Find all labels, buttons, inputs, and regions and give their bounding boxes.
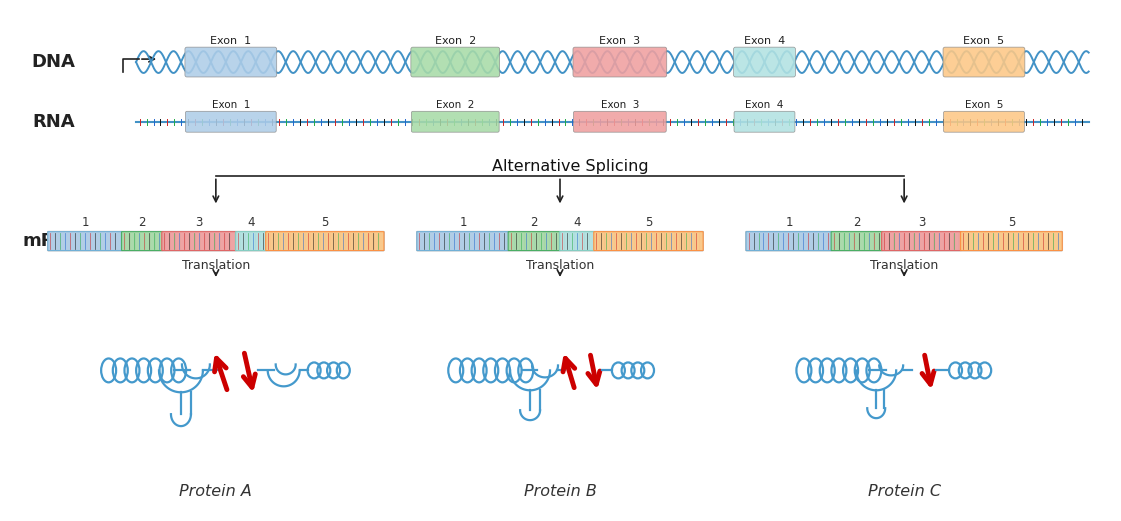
FancyBboxPatch shape: [416, 231, 704, 251]
FancyBboxPatch shape: [185, 111, 276, 132]
Text: Exon  4: Exon 4: [745, 100, 784, 110]
Text: 3: 3: [195, 216, 203, 229]
Text: 4: 4: [573, 216, 581, 229]
FancyBboxPatch shape: [573, 47, 667, 77]
FancyBboxPatch shape: [961, 232, 1063, 251]
Text: Exon  3: Exon 3: [601, 100, 639, 110]
Text: Protein C: Protein C: [868, 484, 941, 499]
FancyBboxPatch shape: [185, 47, 277, 77]
Text: Translation: Translation: [870, 259, 938, 272]
Text: Exon  4: Exon 4: [744, 36, 785, 46]
Text: 1: 1: [460, 216, 466, 229]
FancyBboxPatch shape: [508, 232, 560, 251]
Text: Translation: Translation: [526, 259, 594, 272]
Text: Exon  2: Exon 2: [435, 36, 476, 46]
FancyBboxPatch shape: [48, 232, 122, 251]
Text: 5: 5: [321, 216, 328, 229]
FancyBboxPatch shape: [734, 111, 795, 132]
Text: 1: 1: [82, 216, 89, 229]
Text: 1: 1: [786, 216, 793, 229]
Text: 5: 5: [1008, 216, 1015, 229]
FancyBboxPatch shape: [411, 111, 499, 132]
FancyBboxPatch shape: [47, 231, 385, 251]
FancyBboxPatch shape: [574, 111, 666, 132]
Text: Protein A: Protein A: [179, 484, 252, 499]
Text: Exon  3: Exon 3: [600, 36, 640, 46]
FancyBboxPatch shape: [594, 232, 703, 251]
FancyBboxPatch shape: [881, 232, 962, 251]
Text: 4: 4: [248, 216, 254, 229]
FancyBboxPatch shape: [121, 232, 163, 251]
Text: 5: 5: [645, 216, 652, 229]
FancyBboxPatch shape: [411, 47, 500, 77]
Text: 2: 2: [138, 216, 146, 229]
Text: Exon  5: Exon 5: [963, 36, 1004, 46]
FancyBboxPatch shape: [745, 231, 1063, 251]
FancyBboxPatch shape: [944, 111, 1025, 132]
FancyBboxPatch shape: [266, 232, 383, 251]
FancyBboxPatch shape: [417, 232, 509, 251]
Text: mRNA: mRNA: [22, 232, 84, 250]
Text: 2: 2: [530, 216, 538, 229]
Text: DNA: DNA: [31, 53, 75, 71]
FancyBboxPatch shape: [831, 232, 882, 251]
FancyBboxPatch shape: [235, 232, 267, 251]
Text: Exon  1: Exon 1: [211, 36, 251, 46]
FancyBboxPatch shape: [747, 232, 832, 251]
Text: 3: 3: [918, 216, 925, 229]
FancyBboxPatch shape: [559, 232, 595, 251]
Text: Protein B: Protein B: [524, 484, 596, 499]
FancyBboxPatch shape: [161, 232, 237, 251]
Text: Exon  5: Exon 5: [965, 100, 1003, 110]
Text: Alternative Splicing: Alternative Splicing: [492, 159, 648, 175]
FancyBboxPatch shape: [733, 47, 796, 77]
FancyBboxPatch shape: [943, 47, 1025, 77]
Text: 2: 2: [853, 216, 861, 229]
Text: Exon  1: Exon 1: [212, 100, 250, 110]
Text: Exon  2: Exon 2: [436, 100, 474, 110]
Text: Translation: Translation: [182, 259, 250, 272]
Text: RNA: RNA: [31, 113, 75, 131]
